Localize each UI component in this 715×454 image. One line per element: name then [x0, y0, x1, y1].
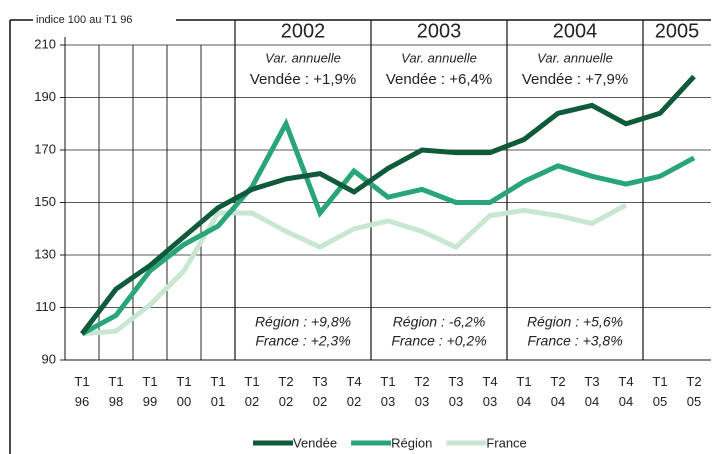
x-tick-label: T3 02	[312, 374, 327, 409]
x-tick-label-line: T4	[618, 374, 633, 389]
x-tick-label-line: 02	[313, 394, 327, 409]
annotation: Région : +5,6%	[527, 314, 623, 330]
x-tick-label-line: T1	[380, 374, 395, 389]
x-tick-label-line: T1	[108, 374, 123, 389]
year-label: 2003	[417, 20, 462, 42]
x-tick-label: T2 04	[550, 374, 565, 409]
x-tick-label: T2 05	[686, 374, 701, 409]
x-tick-label-line: T2	[550, 374, 565, 389]
x-tick-label-line: 04	[619, 394, 633, 409]
x-tick-label-line: T4	[346, 374, 361, 389]
x-tick-label-line: 03	[381, 394, 395, 409]
x-tick-label: T4 03	[482, 374, 497, 409]
x-tick-label: T1 01	[210, 374, 225, 409]
x-tick-label-line: T1	[142, 374, 157, 389]
x-tick-label-line: 03	[449, 394, 463, 409]
annotation: Vendée : +1,9%	[250, 71, 356, 88]
x-tick-label-line: 03	[483, 394, 497, 409]
y-axis-label: indice 100 au T1 96	[36, 14, 132, 26]
y-tick-label: 190	[34, 89, 56, 104]
x-tick-label-line: 04	[517, 394, 531, 409]
y-tick-label: 170	[34, 141, 56, 156]
x-tick-label: T2 02	[278, 374, 293, 409]
y-tick-label: 90	[42, 351, 56, 366]
x-tick-label-line: T1	[244, 374, 259, 389]
y-tick-label: 110	[35, 299, 56, 314]
x-tick-label-line: T2	[414, 374, 429, 389]
x-tick-label-line: T1	[74, 374, 89, 389]
x-tick-label: T3 04	[584, 374, 599, 409]
x-tick-label-line: 96	[75, 394, 89, 409]
year-label: 2005	[655, 20, 700, 42]
x-tick-label: T4 02	[346, 374, 361, 409]
annotation: Vendée : +6,4%	[386, 71, 492, 88]
x-tick-label-line: 99	[143, 394, 157, 409]
x-tick-label: T3 03	[448, 374, 463, 409]
annotation: Var. annuelle	[401, 50, 477, 65]
year-label: 2004	[553, 20, 598, 42]
legend-label: Région	[391, 435, 432, 450]
annotation: France : +0,2%	[391, 333, 486, 349]
x-tick-label: T1 98	[108, 374, 123, 409]
x-tick-label-line: T3	[312, 374, 327, 389]
x-tick-label-line: 02	[279, 394, 293, 409]
x-tick-label: T1 02	[244, 374, 259, 409]
annotation: France : +2,3%	[255, 333, 350, 349]
annotation: Vendée : +7,9%	[522, 71, 628, 88]
annotation: Région : -6,2%	[393, 314, 486, 330]
x-tick-label-line: 02	[347, 394, 361, 409]
x-tick-label-line: T1	[652, 374, 667, 389]
x-tick-label-line: T2	[278, 374, 293, 389]
legend-label: France	[486, 435, 526, 450]
annotation: Var. annuelle	[265, 50, 341, 65]
x-tick-label-line: 98	[109, 394, 123, 409]
x-tick-label-line: T3	[584, 374, 599, 389]
x-tick-label: T4 04	[618, 374, 633, 409]
line-series	[80, 74, 696, 336]
legend-label: Vendée	[293, 435, 337, 450]
y-tick-label: 210	[34, 36, 56, 51]
x-tick-label-line: 04	[585, 394, 599, 409]
x-tick-label-line: 05	[687, 394, 701, 409]
y-tick-label: 130	[34, 246, 56, 261]
x-tick-label-line: 05	[653, 394, 667, 409]
x-tick-label: T2 03	[414, 374, 429, 409]
x-tick-label-line: 03	[415, 394, 429, 409]
y-tick-label: 150	[34, 194, 56, 209]
x-tick-label-line: T1	[516, 374, 531, 389]
x-tick-label-line: 04	[551, 394, 565, 409]
x-tick-label: T1 96	[74, 374, 89, 409]
x-tick-label-line: T1	[176, 374, 191, 389]
x-tick-label: T1 04	[516, 374, 531, 409]
annotation: Région : +9,8%	[255, 314, 351, 330]
annotation: France : +3,8%	[527, 333, 622, 349]
x-tick-label: T1 00	[176, 374, 191, 409]
x-tick-label-line: 02	[245, 394, 259, 409]
x-tick-label-line: T2	[686, 374, 701, 389]
x-tick-label: T1 05	[652, 374, 667, 409]
line-series	[80, 117, 696, 336]
annotation: Var. annuelle	[537, 50, 613, 65]
x-tick-label-line: 01	[211, 394, 225, 409]
line-series	[81, 202, 628, 337]
x-tick-label-line: T4	[482, 374, 497, 389]
x-tick-label-line: 00	[177, 394, 191, 409]
x-tick-label-line: T1	[210, 374, 225, 389]
year-label: 2002	[281, 20, 326, 42]
x-tick-label-line: T3	[448, 374, 463, 389]
x-tick-label: T1 03	[380, 374, 395, 409]
x-tick-label: T1 99	[142, 374, 157, 409]
